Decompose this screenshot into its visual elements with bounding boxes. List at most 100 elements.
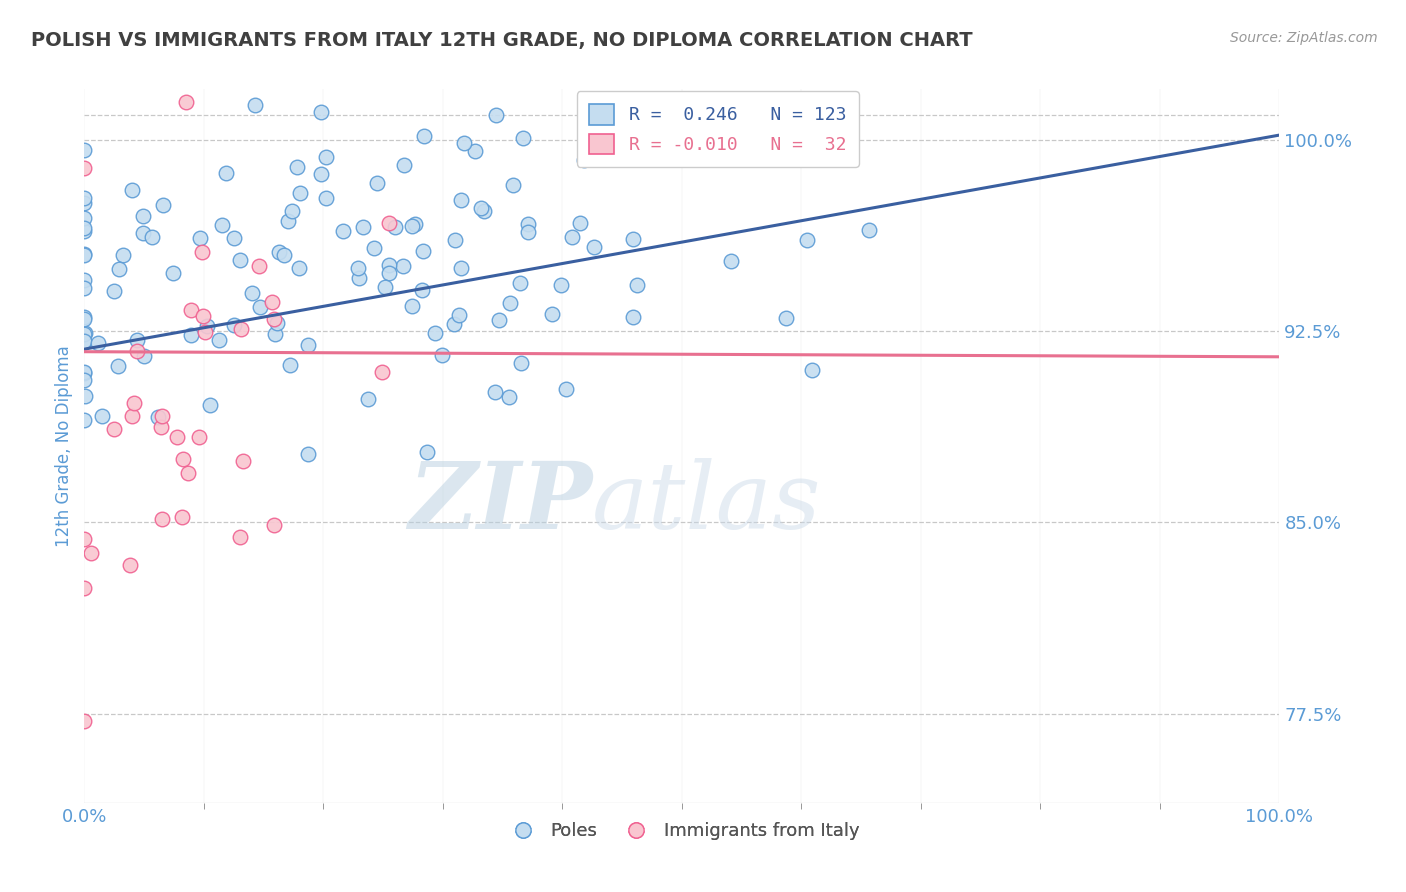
Point (357, 392, 380, 406)
Point (288, 260, 311, 275)
Point (796, 233, 818, 247)
Point (378, 266, 401, 280)
Point (281, 203, 304, 218)
Point (195, 318, 218, 333)
Point (682, 95, 704, 109)
Point (73, 389, 96, 403)
Point (512, 130, 534, 145)
Point (801, 363, 824, 377)
Point (73, 221, 96, 235)
Point (485, 108, 508, 122)
Point (162, 266, 184, 280)
Point (194, 325, 217, 339)
Point (378, 259, 401, 273)
Point (152, 198, 174, 212)
Point (152, 409, 174, 424)
Point (73, 272, 96, 286)
Point (371, 366, 394, 380)
Point (232, 454, 254, 468)
Point (73, 334, 96, 349)
Point (249, 301, 271, 315)
Point (266, 316, 288, 330)
Point (73, 326, 96, 340)
Point (208, 333, 231, 347)
Point (188, 231, 211, 245)
Point (315, 191, 337, 205)
Point (215, 166, 238, 180)
Point (125, 344, 148, 359)
Point (404, 217, 426, 231)
Point (453, 136, 475, 150)
Point (392, 259, 415, 273)
Point (430, 348, 453, 362)
Point (73, 143, 96, 157)
Point (148, 409, 170, 424)
Point (127, 334, 149, 348)
Point (498, 390, 520, 404)
Point (191, 245, 214, 260)
Text: Source: ZipAtlas.com: Source: ZipAtlas.com (1230, 31, 1378, 45)
Point (141, 229, 163, 244)
Point (447, 308, 470, 322)
Point (121, 183, 143, 197)
Text: atlas: atlas (592, 458, 821, 548)
Point (353, 220, 375, 235)
Point (229, 530, 252, 544)
Point (187, 430, 209, 444)
Point (412, 128, 434, 143)
Point (121, 409, 143, 423)
Point (378, 216, 401, 230)
Point (245, 98, 267, 112)
Point (366, 176, 388, 190)
Point (290, 186, 312, 201)
Point (240, 285, 263, 300)
Point (554, 383, 576, 397)
Point (621, 310, 644, 325)
Point (174, 95, 197, 109)
Point (107, 262, 129, 277)
Point (211, 218, 233, 232)
Point (309, 167, 332, 181)
Point (222, 230, 245, 244)
Point (309, 105, 332, 120)
Point (150, 512, 173, 526)
Point (73, 312, 96, 326)
Point (384, 219, 406, 234)
Legend: Poles, Immigrants from Italy: Poles, Immigrants from Italy (498, 815, 866, 847)
Point (541, 307, 564, 321)
Point (134, 349, 156, 363)
Point (73, 373, 96, 387)
Point (87, 335, 110, 350)
Point (73, 365, 96, 379)
Point (112, 248, 135, 262)
Point (411, 284, 433, 298)
Point (263, 518, 285, 533)
Point (80, 546, 103, 560)
Point (374, 280, 396, 294)
Point (177, 466, 200, 480)
Point (122, 396, 145, 410)
Point (347, 271, 370, 285)
Point (561, 230, 583, 244)
Point (91, 409, 114, 423)
Point (73, 310, 96, 325)
Point (267, 245, 290, 260)
Point (172, 509, 194, 524)
Point (73, 532, 96, 546)
Point (401, 299, 423, 313)
Text: ZIP: ZIP (408, 458, 592, 548)
Point (621, 232, 644, 246)
Point (149, 420, 172, 434)
Point (103, 422, 125, 436)
Point (315, 150, 337, 164)
Point (392, 158, 415, 172)
Point (118, 558, 141, 572)
Point (626, 277, 648, 292)
Text: POLISH VS IMMIGRANTS FROM ITALY 12TH GRADE, NO DIPLOMA CORRELATION CHART: POLISH VS IMMIGRANTS FROM ITALY 12TH GRA… (31, 31, 973, 50)
Point (499, 295, 522, 310)
Point (73, 161, 96, 176)
Point (574, 153, 596, 168)
Point (73, 211, 96, 225)
Point (502, 178, 524, 192)
Point (516, 218, 538, 232)
